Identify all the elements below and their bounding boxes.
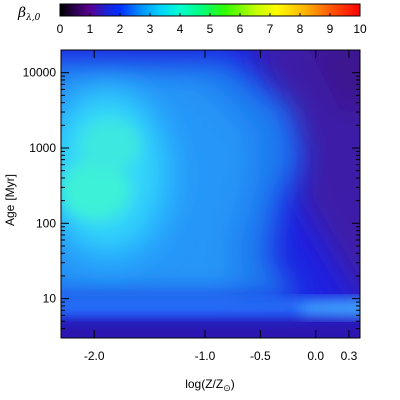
colorbar-tick-label: 6 <box>237 22 244 36</box>
y-axis-ticks: 10 100 1000 10000 <box>23 49 360 339</box>
heatmap-peak-region <box>61 120 140 220</box>
colorbar-title: βλ,0 <box>17 5 41 23</box>
plot-frame <box>60 49 361 339</box>
heatmap-bottom-strip <box>61 318 360 338</box>
x-tick-label: -2.0 <box>84 349 105 363</box>
heatmap-field <box>61 50 360 338</box>
colorbar-tick-label: 2 <box>117 22 124 36</box>
y-tick-label: 100 <box>36 216 56 230</box>
colorbar: 0 1 2 3 4 5 6 7 8 9 10 βλ,0 <box>17 3 367 36</box>
colorbar-tick-label: 7 <box>267 22 274 36</box>
heatmap-young-band <box>61 298 360 318</box>
x-tick-label: -1.0 <box>195 349 216 363</box>
x-tick-label: 0.0 <box>307 349 324 363</box>
x-tick-label: -0.5 <box>250 349 271 363</box>
colorbar-tick-label: 4 <box>177 22 184 36</box>
colorbar-tick-label: 9 <box>327 22 334 36</box>
colorbar-tick-label: 10 <box>353 22 367 36</box>
colorbar-tick-label: 1 <box>87 22 94 36</box>
y-axis-title: Age[Myr] <box>3 174 17 226</box>
colorbar-tick-label: 0 <box>57 22 64 36</box>
colorbar-ticks: 0 1 2 3 4 5 6 7 8 9 10 <box>57 13 367 36</box>
colorbar-tick-label: 8 <box>297 22 304 36</box>
colorbar-tick-label: 5 <box>207 22 214 36</box>
x-tick-label: 0.3 <box>341 349 358 363</box>
y-tick-label: 1000 <box>29 141 56 155</box>
x-axis-title: log(Z/Z⊙) <box>185 377 235 393</box>
y-tick-label: 10 <box>43 292 57 306</box>
x-axis-ticks: -2.0 -1.0 -0.5 0.0 0.3 <box>84 50 358 363</box>
y-tick-label: 10000 <box>23 66 57 80</box>
colorbar-tick-label: 3 <box>147 22 154 36</box>
